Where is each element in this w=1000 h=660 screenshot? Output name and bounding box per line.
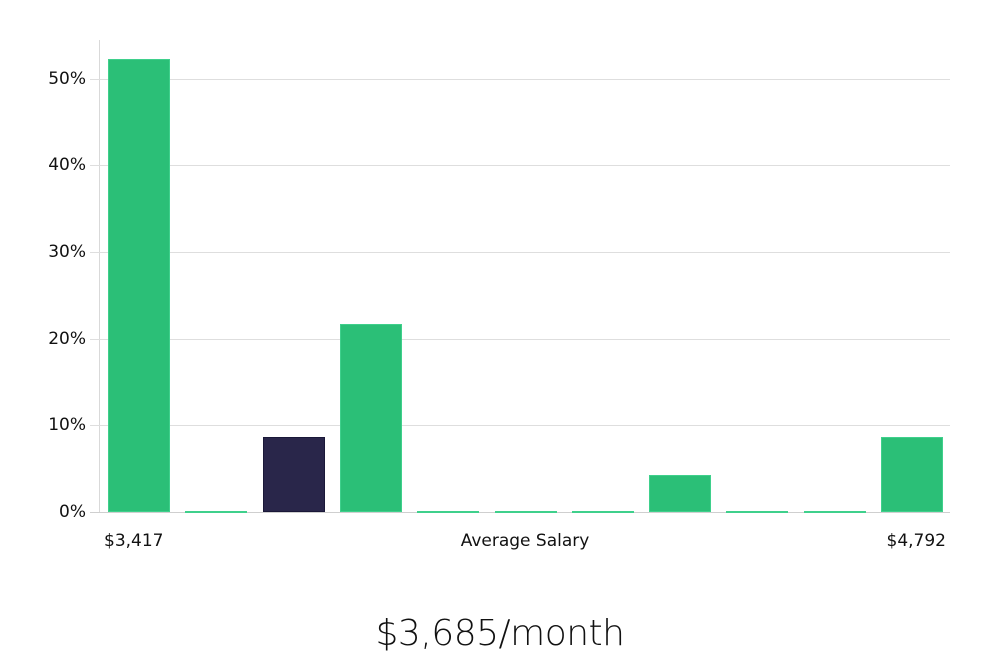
bar[interactable] (572, 510, 634, 513)
gridline (90, 425, 950, 426)
bar[interactable] (804, 510, 866, 513)
y-tick-label: 0% (59, 502, 86, 522)
y-tick-label: 40% (48, 155, 86, 175)
bar[interactable] (340, 323, 402, 512)
x-axis-title: Average Salary (460, 531, 590, 551)
salary-histogram-chart: 0% 10% 20% 30% 40% 50% $3,417 Average Salary … (48, 40, 950, 551)
bar[interactable] (649, 474, 711, 512)
bar[interactable] (185, 510, 247, 513)
bar[interactable] (108, 59, 170, 512)
gridline (90, 165, 950, 166)
gridline (90, 252, 950, 253)
y-tick-label: 10% (48, 415, 86, 435)
average-salary-value: $3,685/month (375, 613, 625, 654)
gridline (90, 339, 950, 340)
bar[interactable] (726, 510, 788, 513)
y-tick-label: 20% (48, 329, 86, 349)
bar[interactable] (417, 510, 479, 513)
y-tick-label: 50% (48, 69, 86, 89)
x-axis-max-label: $4,792 (886, 531, 946, 551)
bar[interactable] (881, 436, 943, 512)
gridline (90, 79, 950, 80)
y-axis-line (99, 40, 100, 512)
highlighted-bar[interactable] (263, 436, 325, 512)
bar[interactable] (495, 510, 557, 513)
x-axis-min-label: $3,417 (104, 531, 164, 551)
y-tick-label: 30% (48, 242, 86, 262)
gridline (90, 512, 950, 513)
